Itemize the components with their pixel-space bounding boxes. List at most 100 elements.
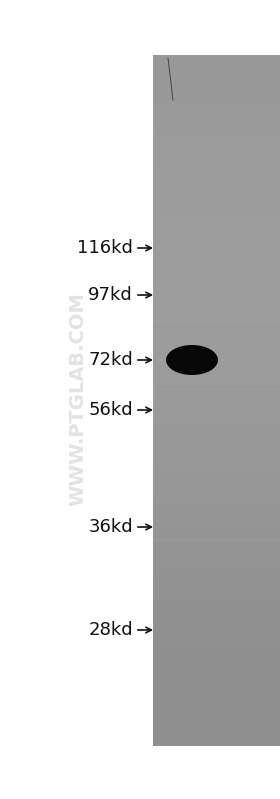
Bar [153, 264, 280, 267]
Bar [153, 508, 280, 511]
Bar [153, 639, 280, 642]
Bar [153, 89, 280, 93]
Bar [153, 382, 280, 384]
Bar [153, 87, 280, 90]
Bar [153, 586, 280, 589]
Bar [153, 579, 280, 582]
Bar [153, 630, 280, 633]
Bar [153, 386, 280, 388]
Bar [153, 517, 280, 520]
Bar [153, 674, 280, 677]
Bar [153, 679, 280, 681]
Bar [153, 421, 280, 423]
Bar [153, 365, 280, 368]
Bar [153, 296, 280, 300]
Bar [153, 99, 280, 101]
Bar [153, 103, 280, 106]
Bar [153, 246, 280, 248]
Bar [153, 58, 280, 60]
Bar [153, 511, 280, 513]
Bar [153, 202, 280, 205]
Bar [153, 628, 280, 630]
Bar [153, 483, 280, 486]
Bar [153, 349, 280, 352]
Bar [153, 610, 280, 612]
Bar [153, 416, 280, 419]
Bar [153, 384, 280, 387]
Bar [153, 566, 280, 568]
Bar [153, 315, 280, 318]
Bar [153, 310, 280, 313]
Bar [153, 404, 280, 407]
Bar [153, 570, 280, 573]
Bar [153, 411, 280, 415]
Bar [153, 427, 280, 431]
Bar [153, 191, 280, 193]
Bar [153, 527, 280, 529]
Bar [153, 591, 280, 594]
Bar [153, 205, 280, 207]
Bar [153, 137, 280, 141]
Bar [153, 168, 280, 170]
Bar [153, 718, 280, 720]
Bar [153, 623, 280, 626]
Bar [153, 458, 280, 460]
Bar [153, 386, 280, 389]
Bar [153, 543, 280, 546]
Bar [153, 554, 280, 557]
Bar [153, 614, 280, 617]
Bar [153, 487, 280, 491]
Bar [153, 710, 280, 714]
Bar [153, 97, 280, 99]
Bar [153, 193, 280, 196]
Bar [153, 207, 280, 209]
Bar [153, 82, 280, 85]
Bar [153, 539, 280, 540]
Text: WWW.PTGLAB.COM: WWW.PTGLAB.COM [69, 292, 87, 506]
Bar [153, 252, 280, 256]
Bar [153, 492, 280, 495]
Bar [153, 108, 280, 111]
Bar [153, 499, 280, 502]
Bar [153, 653, 280, 656]
Bar [153, 225, 280, 228]
Bar [153, 519, 280, 523]
Bar [153, 126, 280, 129]
Bar [153, 255, 280, 258]
Bar [153, 513, 280, 515]
Bar [153, 522, 280, 525]
Bar [153, 213, 280, 217]
Bar [153, 568, 280, 570]
Bar [153, 634, 280, 638]
Bar [153, 403, 280, 405]
Bar [153, 451, 280, 453]
Bar [153, 345, 280, 348]
Bar [153, 189, 280, 191]
Bar [153, 547, 280, 550]
Bar [153, 515, 280, 518]
Bar [153, 524, 280, 527]
Bar [153, 377, 280, 380]
Bar [153, 400, 280, 402]
Bar [153, 322, 280, 324]
Bar [153, 356, 280, 359]
Bar [153, 228, 280, 230]
Bar [153, 535, 280, 539]
Bar [153, 173, 280, 175]
Bar [153, 292, 280, 295]
Bar [153, 646, 280, 649]
Bar [153, 340, 280, 343]
Bar [153, 540, 280, 543]
Bar [153, 260, 280, 263]
Bar [153, 69, 280, 72]
Bar [153, 655, 280, 658]
Bar [153, 74, 280, 76]
Bar [153, 692, 280, 695]
Bar [153, 368, 280, 371]
Bar [153, 741, 280, 743]
Bar [153, 66, 280, 70]
Bar [153, 119, 280, 122]
Bar [153, 257, 280, 260]
Bar [153, 607, 280, 610]
Bar [153, 618, 280, 622]
